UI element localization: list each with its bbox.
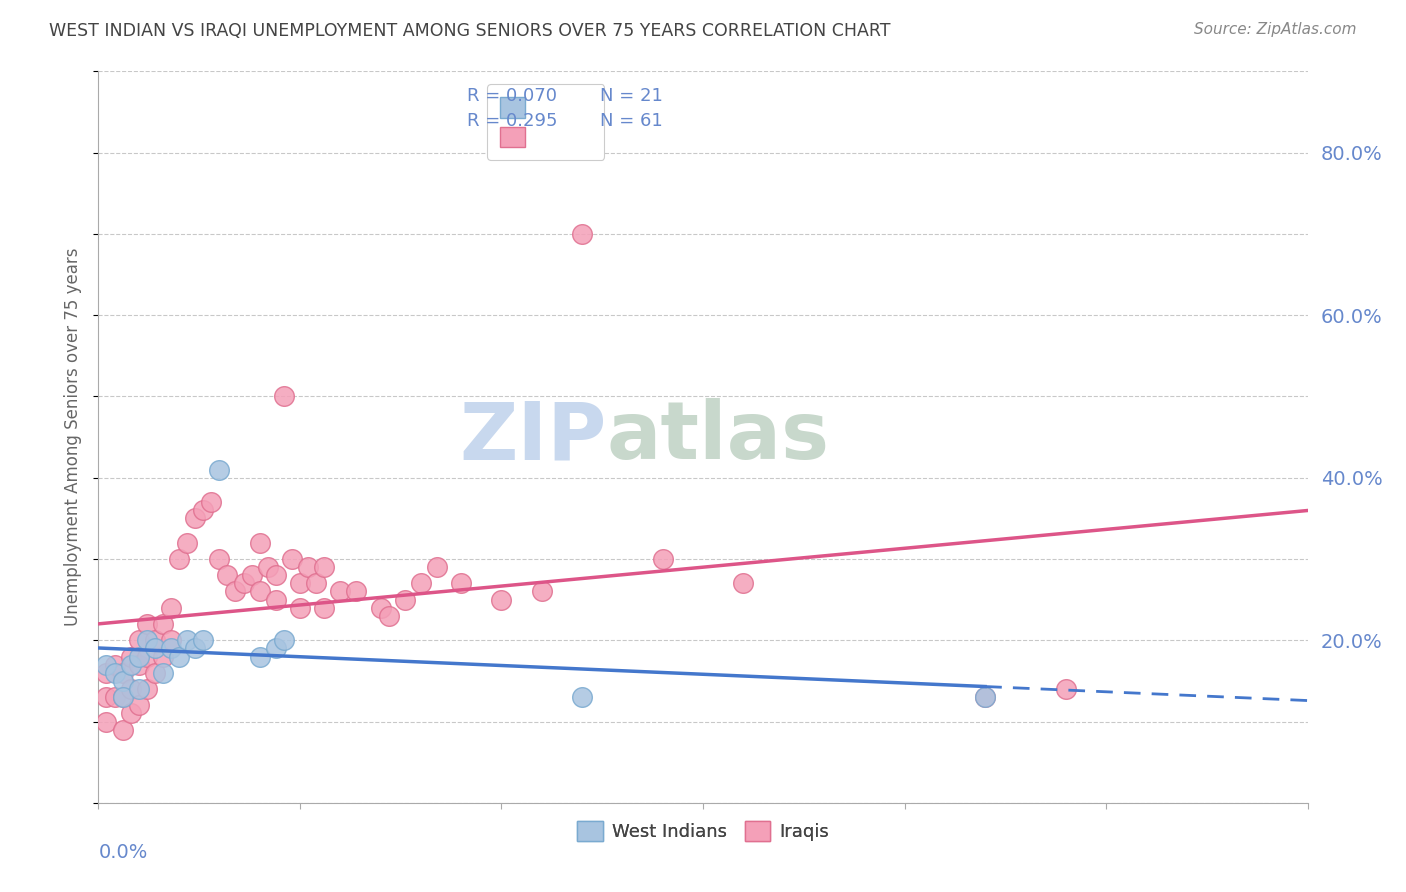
Point (135, 681, 157, 696)
Point (128, 681, 150, 696)
Legend: West Indians, Iraqis: West Indians, Iraqis (569, 814, 837, 848)
Point (288, 600, 311, 615)
Point (256, 560, 278, 574)
Point (111, 690, 134, 705)
Point (208, 552, 231, 566)
Point (143, 641, 166, 656)
Point (264, 641, 287, 656)
Point (135, 633, 157, 648)
Point (297, 560, 319, 574)
Point (491, 592, 513, 607)
Point (167, 649, 190, 664)
Text: N = 21: N = 21 (600, 87, 664, 105)
Point (160, 641, 183, 656)
Point (120, 681, 142, 696)
Point (974, 690, 997, 705)
Point (176, 633, 198, 648)
Point (426, 560, 449, 574)
Text: WEST INDIAN VS IRAQI UNEMPLOYMENT AMONG SENIORS OVER 75 YEARS CORRELATION CHART: WEST INDIAN VS IRAQI UNEMPLOYMENT AMONG … (49, 22, 891, 40)
Point (103, 657, 125, 672)
Point (184, 511, 207, 525)
Point (217, 568, 239, 582)
Point (344, 584, 367, 599)
Point (120, 706, 142, 721)
Point (571, 690, 593, 705)
Point (733, 576, 755, 591)
Point (120, 657, 142, 672)
Point (273, 389, 295, 403)
Point (111, 723, 134, 737)
Point (249, 584, 271, 599)
Point (200, 495, 222, 509)
Point (409, 576, 432, 591)
Y-axis label: Unemployment Among Seniors over 75 years: Unemployment Among Seniors over 75 years (65, 248, 83, 626)
Point (273, 633, 295, 648)
Text: Source: ZipAtlas.com: Source: ZipAtlas.com (1194, 22, 1357, 37)
Point (120, 649, 142, 664)
Point (152, 617, 174, 632)
Text: ZIP: ZIP (458, 398, 606, 476)
Point (111, 665, 134, 680)
Point (167, 552, 190, 566)
Point (96, 714, 118, 729)
Point (160, 633, 183, 648)
Point (1054, 681, 1077, 696)
Point (152, 665, 174, 680)
Point (111, 690, 134, 705)
Point (160, 600, 183, 615)
Point (329, 584, 352, 599)
Point (232, 576, 254, 591)
Point (143, 633, 166, 648)
Point (305, 576, 328, 591)
Point (264, 568, 287, 582)
Text: atlas: atlas (606, 398, 830, 476)
Point (111, 673, 134, 688)
Point (152, 649, 174, 664)
Point (377, 608, 399, 623)
Point (450, 576, 472, 591)
Point (103, 690, 125, 705)
Point (281, 552, 304, 566)
Point (208, 462, 231, 476)
Point (314, 560, 336, 574)
Text: R = 0.070: R = 0.070 (467, 87, 557, 105)
Text: N = 61: N = 61 (600, 112, 664, 130)
Point (314, 600, 336, 615)
Point (571, 227, 593, 241)
Point (96, 690, 118, 705)
Point (135, 617, 157, 632)
Point (96, 665, 118, 680)
Point (249, 535, 271, 549)
Point (135, 649, 157, 664)
Point (176, 535, 198, 549)
Point (370, 600, 392, 615)
Text: 0.0%: 0.0% (98, 843, 148, 862)
Point (143, 665, 166, 680)
Point (96, 657, 118, 672)
Point (249, 649, 271, 664)
Point (193, 633, 215, 648)
Point (128, 633, 150, 648)
Point (193, 503, 215, 517)
Point (128, 657, 150, 672)
Point (651, 552, 673, 566)
Point (128, 698, 150, 713)
Point (530, 584, 553, 599)
Point (128, 649, 150, 664)
Point (288, 576, 311, 591)
Point (184, 641, 207, 656)
Point (394, 592, 416, 607)
Text: R = 0.295: R = 0.295 (467, 112, 558, 130)
Point (974, 690, 997, 705)
Point (103, 665, 125, 680)
Point (240, 568, 263, 582)
Point (224, 584, 246, 599)
Point (264, 592, 287, 607)
